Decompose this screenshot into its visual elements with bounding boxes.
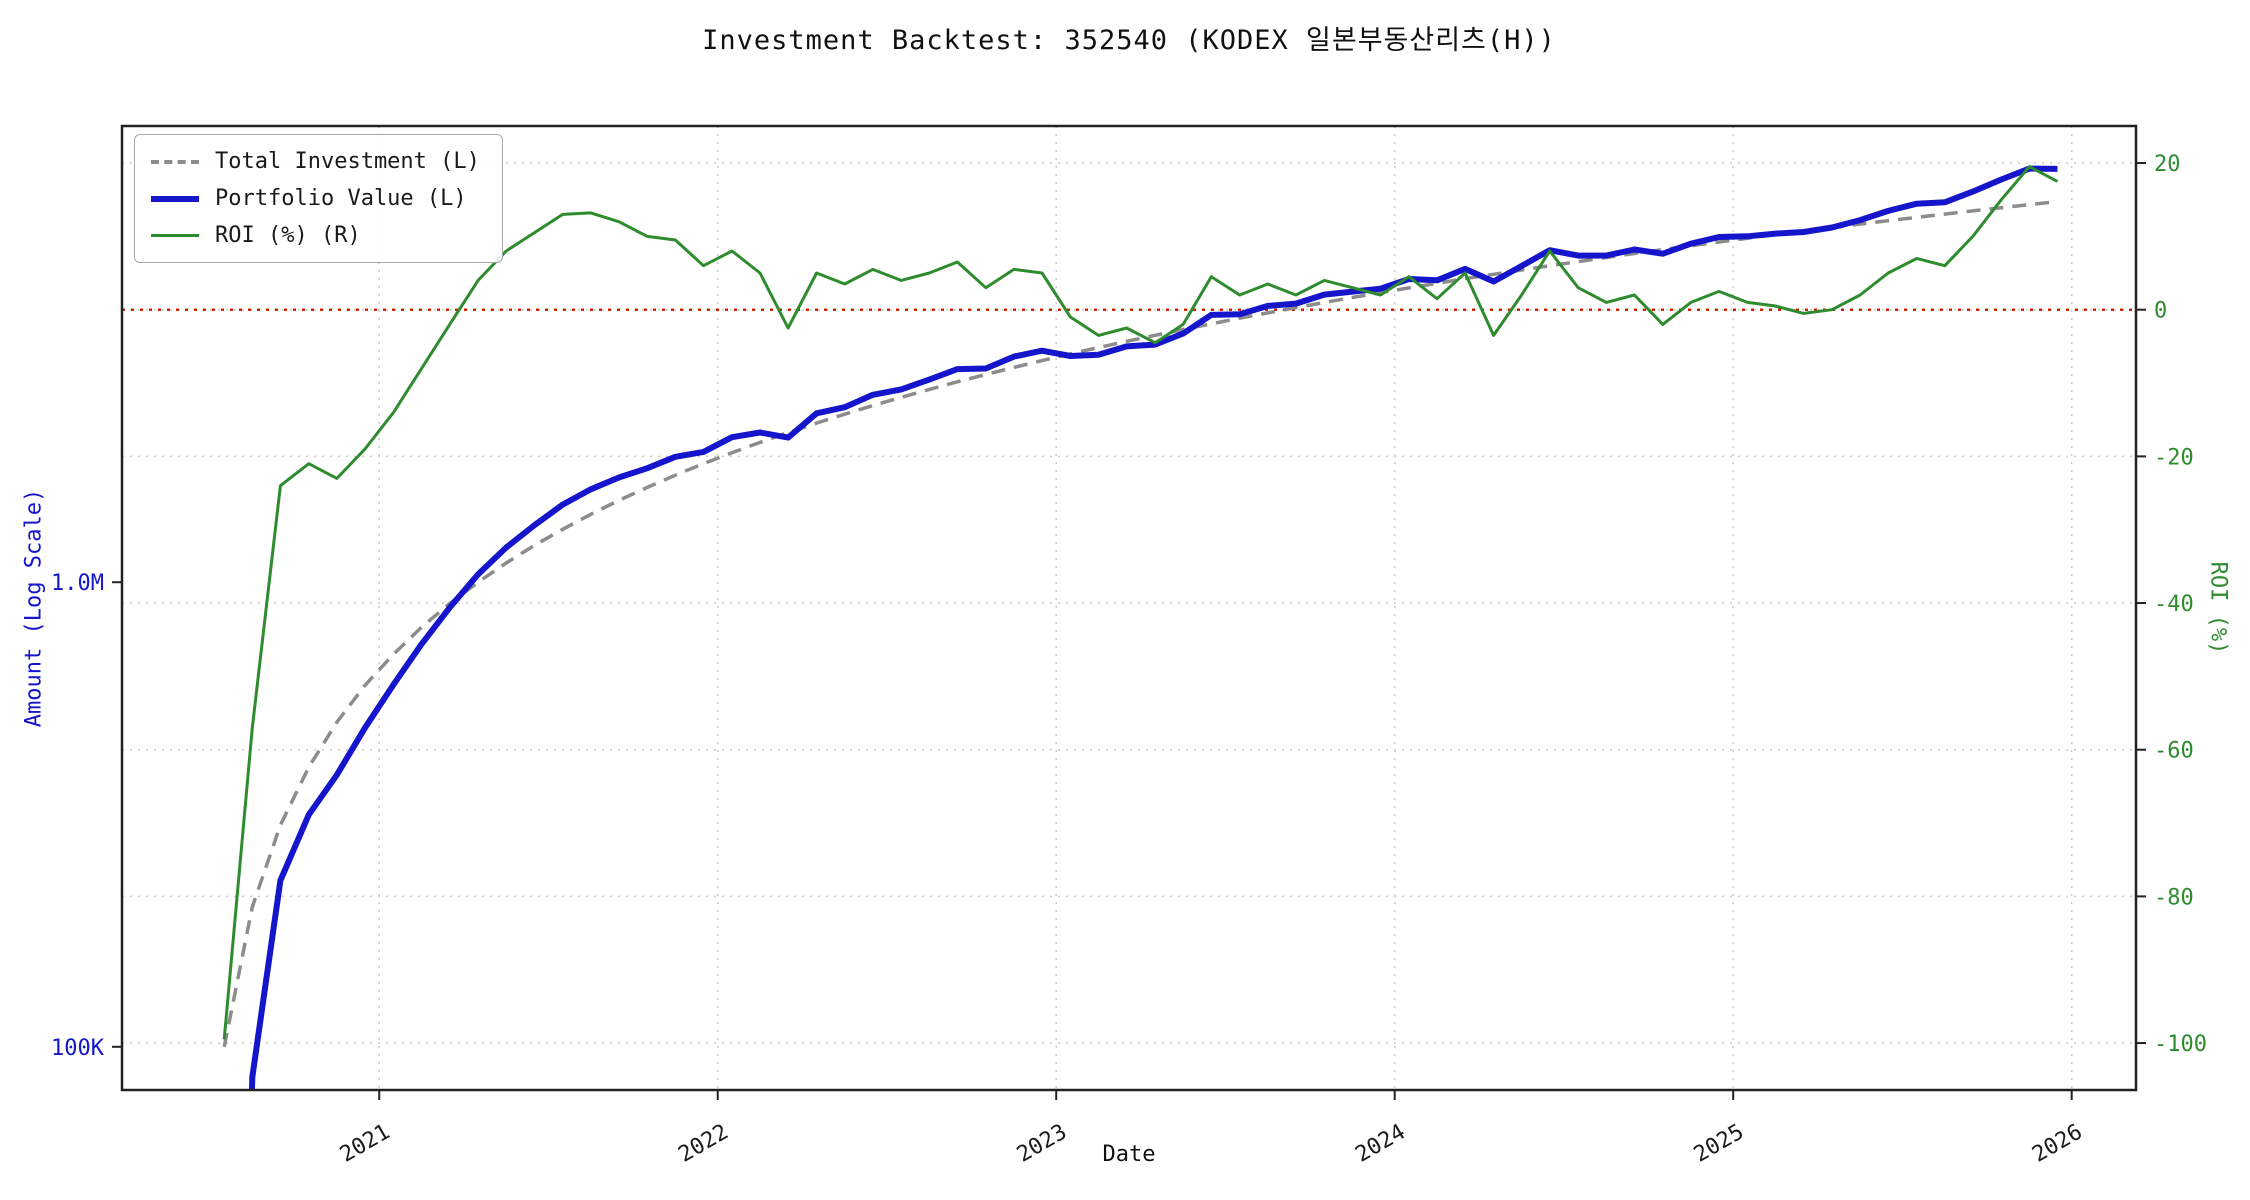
legend-item-portfolio-value: Portfolio Value (L): [151, 186, 480, 211]
solid-blue-line-swatch-icon: [151, 195, 199, 202]
right-y-tick-label: -20: [2154, 445, 2194, 470]
gridlines: [122, 126, 2136, 1090]
right-y-tick-label: -100: [2154, 1032, 2207, 1057]
roi-line: [222, 165, 2059, 1040]
legend-item-roi: ROI (%) (R): [151, 223, 480, 248]
chart-legend: Total Investment (L) Portfolio Value (L)…: [134, 134, 503, 263]
tick-labels: 2021 2022 2023 2024 2025 20261.0M100K200-20-4…: [51, 152, 2207, 1168]
legend-item-total-investment: Total Investment (L): [151, 149, 480, 174]
portfolio-value-line: [248, 165, 2058, 1090]
chart-title: Investment Backtest: 352540 (KODEX 일본부동산…: [702, 25, 1556, 56]
left-y-tick-label: 100K: [51, 1036, 105, 1061]
right-y-axis-label: ROI (%): [2205, 561, 2231, 655]
plot-border: [120, 124, 2138, 1092]
legend-label: Total Investment (L): [215, 149, 480, 174]
right-y-tick-label: 20: [2154, 152, 2181, 177]
legend-label: ROI (%) (R): [215, 223, 361, 248]
right-y-tick-label: 0: [2154, 299, 2167, 324]
dashed-line-swatch-icon: [151, 159, 199, 164]
x-axis-label: Date: [1102, 1142, 1156, 1167]
total-investment-line: [222, 199, 2058, 1048]
right-y-tick-label: -60: [2154, 739, 2194, 764]
solid-green-line-swatch-icon: [151, 234, 199, 237]
right-y-tick-label: -80: [2154, 885, 2194, 910]
left-y-axis-label: Amount (Log Scale): [21, 488, 47, 728]
legend-label: Portfolio Value (L): [215, 186, 467, 211]
left-y-tick-label: 1.0M: [51, 571, 104, 596]
right-y-tick-label: -40: [2154, 592, 2194, 617]
